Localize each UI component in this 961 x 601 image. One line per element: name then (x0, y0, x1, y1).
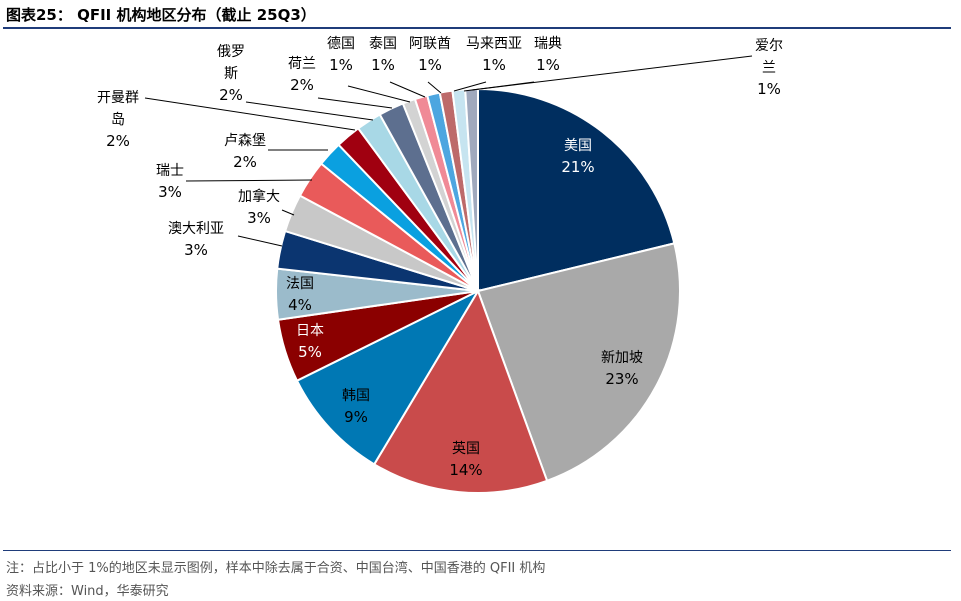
slice-label: 加拿大 (238, 188, 280, 205)
slice-label: 澳大利亚 (168, 221, 224, 237)
leader-line (281, 209, 295, 216)
leader-line (317, 97, 393, 109)
slice-label: 日本 (296, 323, 324, 339)
slice-label: 德国 (327, 36, 355, 52)
slice-value: 3% (158, 183, 182, 201)
slice-label: 斯 (224, 66, 238, 82)
pie-slice (372, 288, 549, 494)
slice-value: 9% (344, 408, 368, 426)
slice-value: 1% (418, 56, 442, 74)
slice-label: 法国 (286, 276, 314, 292)
slice-label: 泰国 (369, 36, 397, 52)
slice-label: 瑞士 (156, 163, 184, 179)
slice-label: 兰 (762, 60, 776, 76)
slice-label: 瑞典 (534, 36, 562, 52)
leader-line (453, 81, 487, 92)
slice-label: 英国 (452, 440, 480, 457)
leader-line (427, 81, 442, 94)
leader-line (245, 101, 374, 121)
pie-slice (295, 288, 481, 466)
slice-label: 美国 (564, 138, 592, 154)
slice-value: 2% (106, 132, 130, 150)
slice-label: 荷兰 (288, 56, 316, 72)
slice-value: 1% (329, 56, 353, 74)
slice-label: 岛 (111, 112, 125, 128)
leader-line (389, 81, 426, 98)
bottom-rule (3, 550, 951, 551)
pie-slice (476, 242, 682, 483)
slice-value: 2% (290, 76, 314, 94)
slice-value: 23% (605, 370, 638, 388)
slice-value: 2% (233, 153, 257, 171)
leader-line (471, 55, 753, 91)
slice-label: 爱尔 (755, 38, 783, 54)
figure-title: 图表25： QFII 机构地区分布（截止 25Q3） (6, 6, 316, 24)
slice-value: 1% (757, 80, 781, 98)
pie-slice (477, 87, 676, 293)
slice-value: 5% (298, 343, 322, 361)
slice-value: 14% (449, 461, 482, 479)
slice-value: 1% (371, 56, 395, 74)
slice-value: 1% (536, 56, 560, 74)
leader-line (347, 85, 411, 103)
leader-line (237, 235, 283, 247)
slice-value: 1% (482, 56, 506, 74)
leader-line (144, 97, 356, 131)
slice-value: 21% (561, 158, 594, 176)
slice-value: 3% (247, 209, 271, 227)
slice-label: 开曼群 (97, 90, 139, 106)
slice-label: 马来西亚 (466, 36, 522, 52)
slice-value: 2% (219, 86, 243, 104)
chart-note: 注：占比小于 1%的地区未显示图例，样本中除去属于合资、中国台湾、中国香港的 Q… (6, 561, 546, 576)
slice-value: 3% (184, 241, 208, 259)
slice-label: 阿联酋 (409, 35, 451, 52)
slice-label: 韩国 (342, 388, 370, 404)
slice-label: 俄罗 (217, 44, 245, 60)
leader-line (185, 179, 313, 182)
top-rule (3, 27, 951, 29)
slice-value: 4% (288, 296, 312, 314)
slice-label: 卢森堡 (224, 133, 266, 149)
chart-source: 资料来源：Wind，华泰研究 (6, 584, 169, 599)
slice-label: 新加坡 (601, 350, 643, 366)
